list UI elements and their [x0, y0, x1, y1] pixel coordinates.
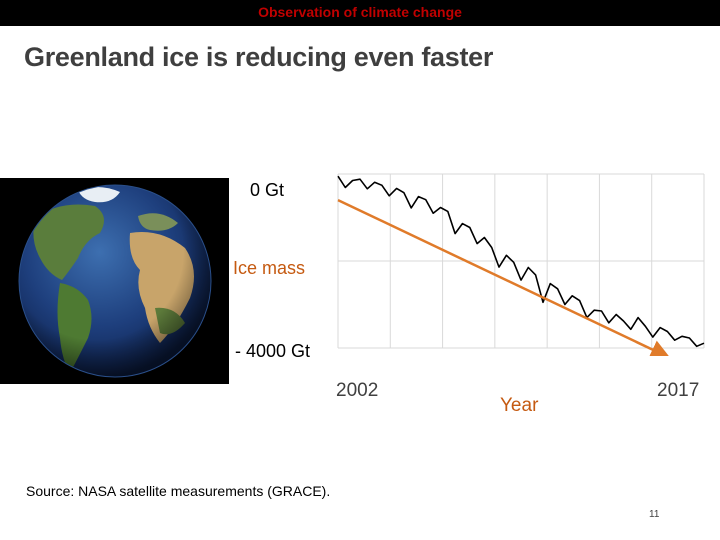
ice-mass-chart — [337, 173, 705, 356]
chart-series — [337, 175, 705, 348]
y-axis-top-label: 0 Gt — [250, 180, 285, 200]
ice-mass-series-line — [337, 175, 705, 348]
x-axis-start-label: 2002 — [336, 380, 379, 401]
x-axis-label: Year — [500, 395, 539, 416]
y-axis-label: Ice mass — [233, 258, 306, 278]
header-bar: Observation of climate change — [0, 0, 720, 26]
y-axis-bottom-label: - 4000 Gt — [235, 341, 311, 361]
source-note: Source: NASA satellite measurements (GRA… — [26, 483, 331, 499]
earth-globe-image — [0, 178, 229, 384]
slide-title: Greenland ice is reducing even faster — [24, 42, 494, 72]
chart-grid — [337, 173, 705, 349]
chart-trend — [337, 198, 671, 356]
header-title: Observation of climate change — [258, 4, 462, 20]
trend-arrow-line — [337, 198, 671, 356]
x-axis-end-label: 2017 — [657, 380, 700, 401]
earth-globe-icon — [18, 184, 212, 378]
page-number: 11 — [649, 509, 660, 520]
